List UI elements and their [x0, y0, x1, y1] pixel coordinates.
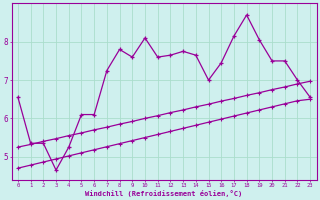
X-axis label: Windchill (Refroidissement éolien,°C): Windchill (Refroidissement éolien,°C): [85, 190, 243, 197]
